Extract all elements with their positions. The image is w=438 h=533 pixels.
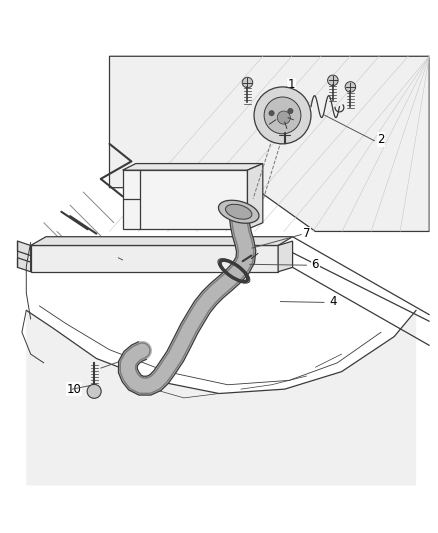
Text: 7: 7: [303, 227, 311, 240]
Polygon shape: [18, 241, 31, 272]
Circle shape: [87, 384, 101, 398]
Polygon shape: [110, 56, 429, 231]
Circle shape: [254, 87, 311, 144]
Circle shape: [345, 82, 356, 92]
Polygon shape: [31, 246, 278, 272]
Ellipse shape: [219, 200, 259, 223]
Text: 5: 5: [124, 354, 131, 367]
Circle shape: [277, 111, 290, 124]
Circle shape: [328, 75, 338, 86]
Polygon shape: [247, 164, 263, 229]
Polygon shape: [31, 237, 293, 246]
Circle shape: [269, 110, 274, 116]
Text: 1: 1: [287, 78, 295, 91]
Circle shape: [288, 108, 293, 114]
Text: 8: 8: [126, 253, 133, 266]
Circle shape: [264, 97, 301, 134]
Polygon shape: [26, 310, 416, 486]
Polygon shape: [123, 170, 247, 229]
Text: 4: 4: [329, 295, 337, 308]
Circle shape: [242, 77, 253, 88]
Polygon shape: [278, 241, 293, 272]
Text: 2: 2: [377, 133, 385, 146]
Polygon shape: [123, 164, 263, 170]
Text: 10: 10: [67, 383, 82, 395]
Text: 6: 6: [311, 258, 319, 271]
Ellipse shape: [226, 204, 252, 219]
